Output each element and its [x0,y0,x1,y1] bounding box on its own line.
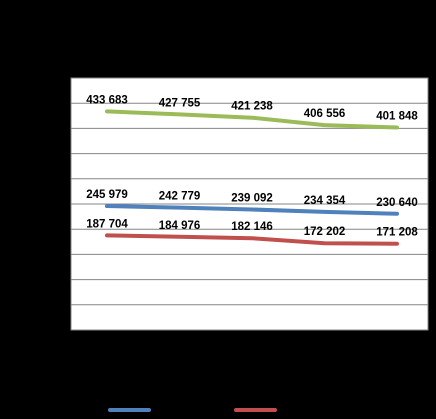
data-label: 406 556 [304,108,346,120]
gridlines [71,102,428,306]
data-label: 184 976 [159,220,201,232]
data-label: 433 683 [86,94,128,106]
data-label: 187 704 [86,218,128,230]
plot-border [70,77,429,331]
data-label: 245 979 [86,189,128,201]
series-lines [105,109,399,246]
data-labels: 433 683 427 755 421 238 406 556 401 848 245 9… [86,94,418,238]
data-label: 234 354 [304,195,346,207]
data-label: 239 092 [231,192,273,204]
data-label: 242 779 [159,191,201,203]
data-label: 182 146 [231,221,273,233]
data-label: 171 208 [376,227,418,239]
data-label: 401 848 [376,110,418,122]
data-label: 421 238 [231,101,273,113]
data-label: 230 640 [376,197,418,209]
data-label: 172 202 [304,226,346,238]
data-label: 427 755 [159,97,201,109]
